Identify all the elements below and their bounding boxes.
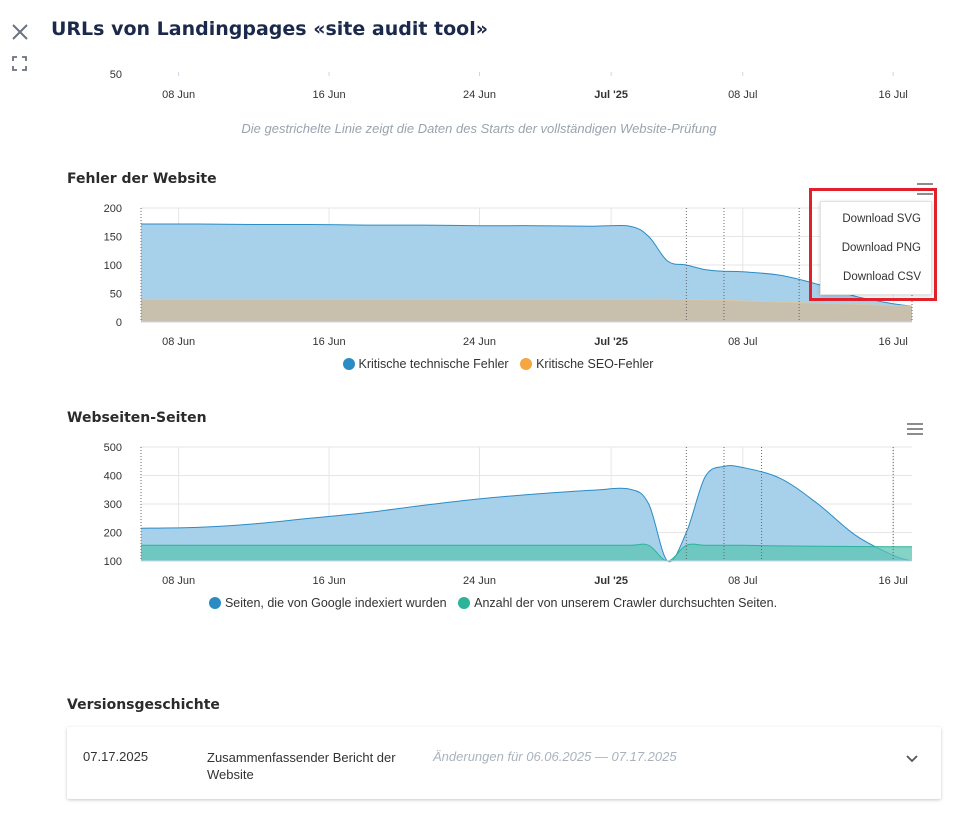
- series-area: [141, 544, 912, 561]
- legend-dot-orange: [520, 358, 533, 370]
- pages-chart-title: Webseiten-Seiten: [67, 410, 207, 426]
- legend-label: Kritische technische Fehler: [358, 357, 509, 371]
- y-tick-label: 400: [104, 471, 122, 483]
- entry-name: Zusammenfassender Bericht der Website: [207, 750, 396, 782]
- x-tick-label: 16 Jul: [879, 336, 908, 348]
- top-chart: 08 Jun 16 Jun 24 Jun Jul '25 08 Jul 16 Jul 50: [0, 60, 908, 101]
- x-tick-label: 16 Jun: [313, 336, 346, 348]
- x-tick-label: 16 Jun: [313, 89, 346, 101]
- x-tick-label: Jul '25: [594, 575, 628, 587]
- y-tick-label: 100: [104, 556, 122, 568]
- errors-chart-title: Fehler der Website: [67, 171, 217, 187]
- x-tick-label: 08 Jul: [728, 89, 757, 101]
- y-tick-label: 0: [116, 317, 122, 329]
- x-tick-label: Jul '25: [594, 336, 628, 348]
- x-tick-label: 24 Jun: [463, 575, 496, 587]
- legend-item-critical-technical[interactable]: Kritische technische Fehler: [342, 357, 509, 371]
- page-title: URLs von Landingpages «site audit tool»: [51, 18, 489, 40]
- legend-label: Seiten, die von Google indexiert wurden: [224, 596, 447, 610]
- fullscreen-icon[interactable]: [12, 56, 27, 71]
- x-tick-label: Jul '25: [594, 89, 628, 101]
- legend-label: Kritische SEO-Fehler: [536, 357, 654, 371]
- legend-item-crawled-pages[interactable]: Anzahl der von unserem Crawler durchsuch…: [458, 596, 777, 610]
- series-area: [141, 465, 912, 562]
- y-tick-label: 100: [104, 260, 122, 272]
- legend-dot-teal: [458, 597, 471, 609]
- close-icon[interactable]: [11, 23, 29, 41]
- x-tick-label: 24 Jun: [463, 89, 496, 101]
- x-tick-label: 16 Jul: [879, 575, 908, 587]
- y-tick-label: 200: [104, 203, 122, 215]
- x-tick-label: 08 Jun: [162, 89, 195, 101]
- entry-date: 07.17.2025: [83, 749, 149, 764]
- x-tick-label: 16 Jul: [879, 89, 908, 101]
- y-tick-label: 50: [110, 289, 122, 301]
- highlight-box: [809, 188, 937, 301]
- pages-chart-legend: Seiten, die von Google indexiert wurden …: [0, 596, 958, 610]
- y-tick-label: 500: [104, 442, 122, 454]
- x-tick-label: 16 Jun: [313, 575, 346, 587]
- chevron-down-icon[interactable]: [905, 751, 919, 763]
- legend-item-critical-seo[interactable]: Kritische SEO-Fehler: [520, 357, 653, 371]
- x-tick-label: 08 Jul: [728, 336, 757, 348]
- series-line: [141, 543, 912, 562]
- x-tick-label: 08 Jun: [162, 336, 195, 348]
- legend-dot-blue: [342, 358, 355, 370]
- hamburger-menu-icon[interactable]: [906, 422, 924, 436]
- y-tick-label: 300: [104, 499, 122, 511]
- y-tick-label: 50: [110, 69, 122, 81]
- menu-item-download-svg[interactable]: Download SVG: [842, 213, 921, 225]
- series-line: [141, 298, 913, 307]
- series-area: [141, 299, 912, 322]
- errors-chart: 0 50 100 150 200 08 Jun 16 Jun 24 Jun Jul '25 08 …: [104, 203, 913, 348]
- entry-range: Änderungen für 06.06.2025 — 07.17.2025: [433, 749, 677, 764]
- version-history-title: Versionsgeschichte: [67, 697, 220, 713]
- series-area: [141, 223, 912, 322]
- x-tick-label: 08 Jul: [728, 575, 757, 587]
- y-tick-label: 150: [104, 232, 122, 244]
- version-history-entry[interactable]: 07.17.2025 Zusammenfassender Bericht der…: [67, 727, 941, 799]
- dashed-line-note: Die gestrichelte Linie zeigt die Daten d…: [241, 121, 717, 136]
- series-line: [140, 465, 913, 563]
- x-tick-label: 24 Jun: [463, 336, 496, 348]
- x-tick-label: 08 Jun: [162, 575, 195, 587]
- legend-item-indexed-pages[interactable]: Seiten, die von Google indexiert wurden: [208, 596, 447, 610]
- legend-dot-blue: [208, 597, 221, 609]
- export-menu: Download SVG Download PNG Download CSV: [820, 201, 932, 295]
- menu-item-download-png[interactable]: Download PNG: [841, 242, 921, 254]
- series-line: [140, 223, 913, 307]
- errors-chart-legend: Kritische technische Fehler Kritische SE…: [0, 357, 958, 371]
- legend-label: Anzahl der von unserem Crawler durchsuch…: [474, 596, 778, 610]
- pages-chart: 100 200 300 400 500 08 Jun 16 Jun 24 Jun Jul '25…: [104, 442, 913, 587]
- menu-item-download-csv[interactable]: Download CSV: [843, 271, 921, 283]
- y-tick-label: 200: [104, 528, 122, 540]
